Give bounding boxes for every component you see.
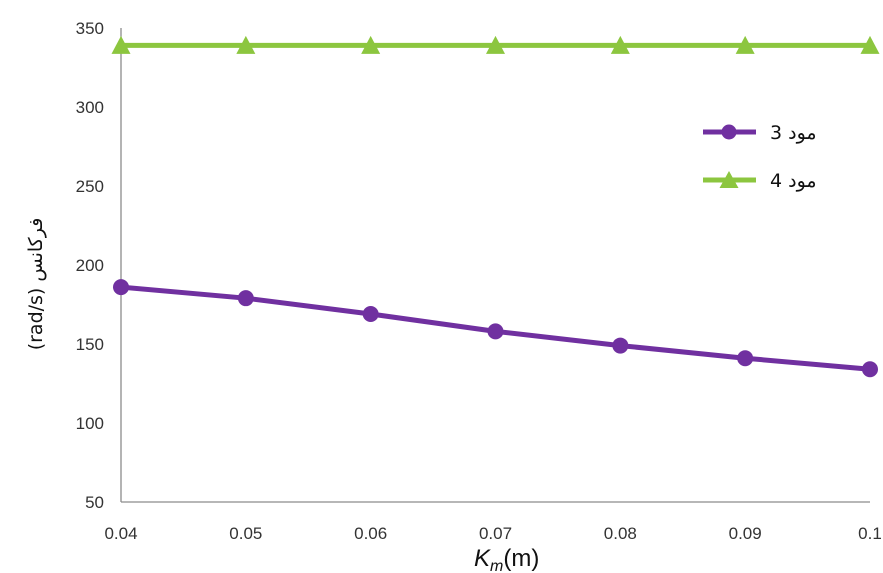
x-axis-label-unit: (m) (503, 545, 539, 572)
data-point-mode-4 (610, 35, 630, 54)
data-point-mode-3 (362, 305, 379, 322)
x-tick-label: 0.04 (104, 524, 137, 543)
legend-marker-mode-4 (719, 171, 739, 188)
x-axis-label: Km(m) (474, 545, 539, 573)
data-point-mode-3 (487, 323, 504, 340)
data-point-mode-3 (237, 290, 254, 307)
data-point-mode-4 (486, 35, 505, 54)
y-tick-label: 50 (85, 493, 104, 512)
data-point-mode-4 (735, 35, 755, 54)
data-point-mode-4 (361, 35, 381, 54)
legend-label-mode-3: مود 3 (770, 122, 817, 144)
x-tick-label: 0.1 (858, 524, 882, 543)
x-tick-label: 0.09 (729, 524, 762, 543)
legend-item-mode-4: مود 4 (703, 170, 817, 192)
data-point-mode-3 (612, 337, 629, 354)
data-point-mode-4 (860, 35, 880, 54)
y-tick-labels: 50 100 150 200 250 300 350 (76, 19, 104, 512)
series-mode-3 (113, 279, 878, 378)
legend-item-mode-3: مود 3 (703, 122, 817, 144)
x-tick-label: 0.05 (229, 524, 262, 543)
x-tick-label: 0.07 (479, 524, 512, 543)
data-point-mode-3 (862, 361, 878, 378)
x-axis-label-main: K (474, 545, 491, 572)
data-point-mode-3 (113, 279, 129, 296)
y-tick-label: 200 (76, 256, 104, 275)
legend-marker-mode-3 (721, 124, 737, 140)
x-tick-labels: 0.04 0.05 0.06 0.07 0.08 0.09 0.1 (104, 524, 881, 543)
x-tick-label: 0.08 (604, 524, 637, 543)
y-tick-label: 350 (76, 19, 104, 38)
x-tick-label: 0.06 (354, 524, 387, 543)
x-axis-label-subscript: m (490, 558, 503, 573)
data-point-mode-4 (111, 35, 131, 54)
legend-label-mode-4: مود 4 (770, 170, 817, 192)
data-point-mode-4 (236, 35, 256, 54)
series-layer (111, 35, 880, 378)
legend: مود 3 مود 4 (703, 122, 817, 192)
data-point-mode-3 (737, 350, 754, 367)
y-axis-label: (rad/s) فرکانس (25, 218, 47, 351)
y-tick-label: 250 (76, 177, 104, 196)
y-tick-label: 300 (76, 98, 104, 117)
series-mode-4 (111, 35, 880, 54)
y-tick-label: 100 (76, 414, 104, 433)
y-tick-label: 150 (76, 335, 104, 354)
